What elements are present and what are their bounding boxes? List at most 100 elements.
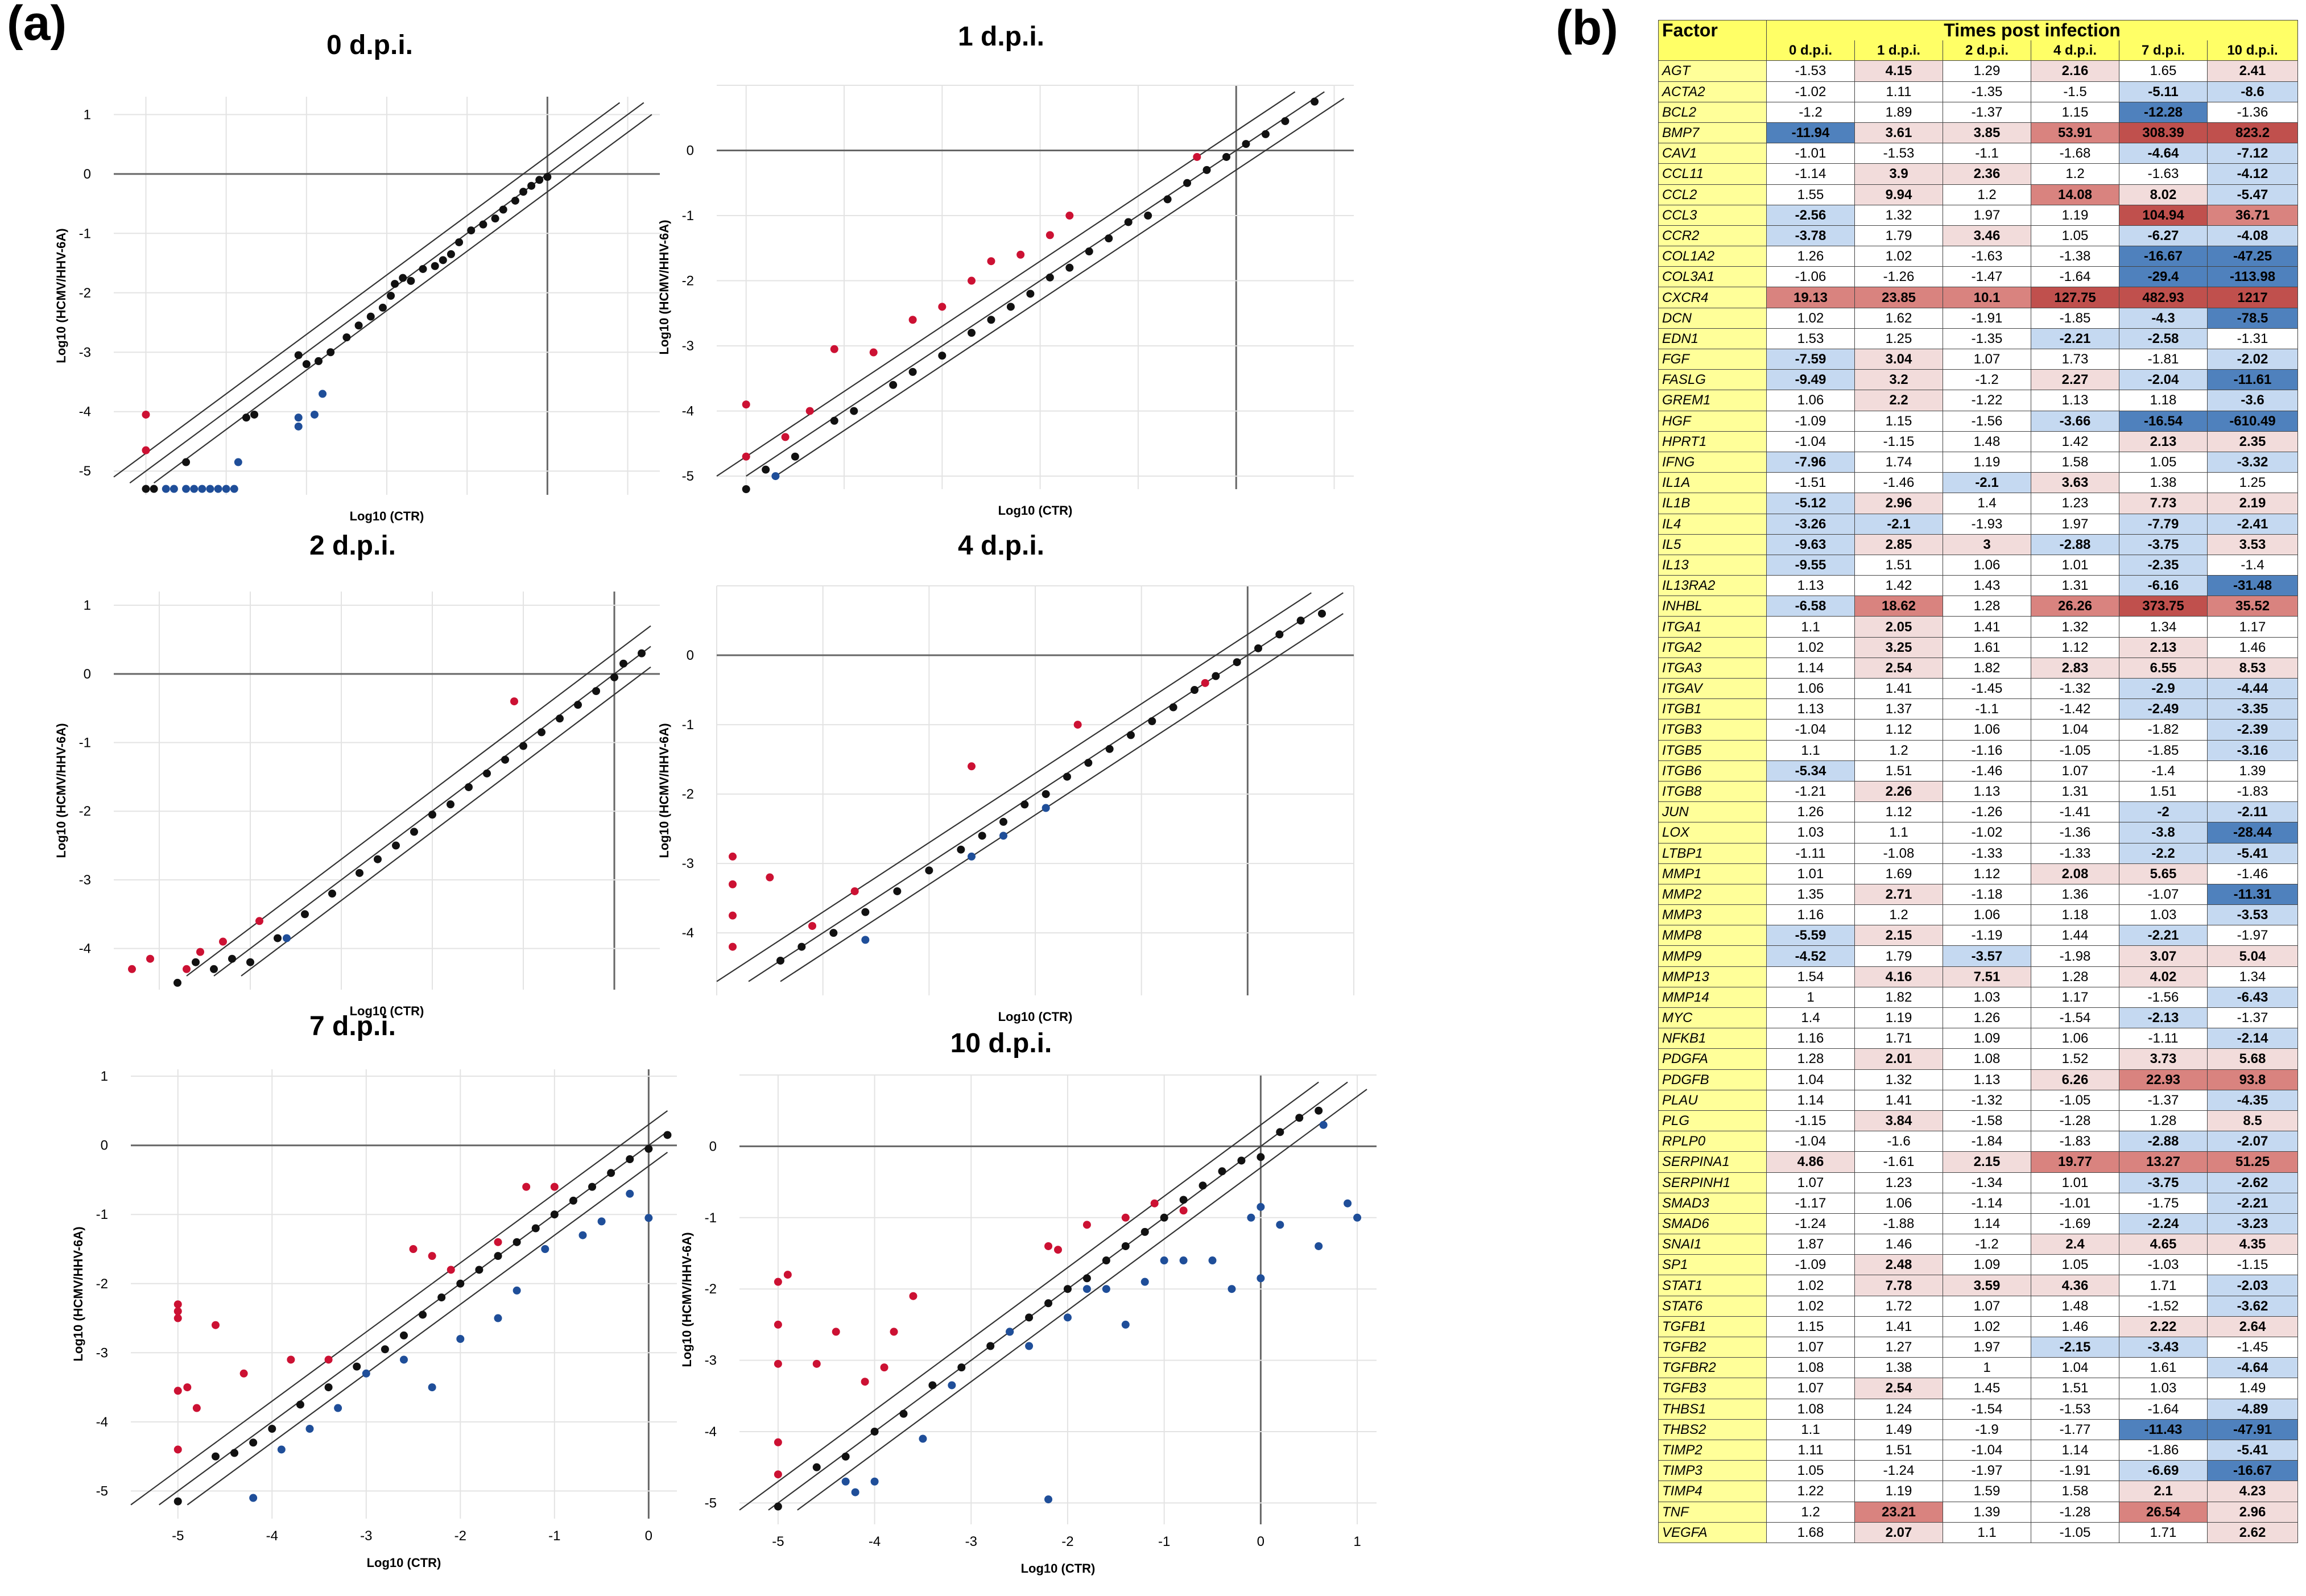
fold-change-cell: -47.91 — [2206, 1419, 2299, 1440]
fold-change-cell: 2.54 — [1854, 1378, 1943, 1399]
fold-change-cell: 1.52 — [2031, 1048, 2119, 1070]
fold-change-cell: 1.71 — [1854, 1028, 1943, 1049]
data-point-up-regulated — [1150, 1199, 1159, 1208]
x-tick-label: -1 — [1158, 1534, 1170, 1549]
data-point-unchanged — [1084, 759, 1093, 767]
y-axis-label: Log10 (HCMV/HHV-6A) — [657, 723, 671, 858]
data-point-unchanged — [399, 274, 407, 282]
fold-change-cell: 2.36 — [1943, 163, 2031, 185]
data-point-down-regulated — [999, 832, 1007, 840]
x-axis-label: Log10 (CTR) — [367, 1556, 441, 1570]
fold-change-cell: 4.65 — [2119, 1234, 2208, 1255]
gene-name: PLAU — [1658, 1089, 1767, 1111]
fold-change-cell: -4.44 — [2206, 677, 2299, 700]
fold-change-cell: 1.07 — [1766, 1172, 1855, 1193]
gene-name: MMP8 — [1658, 925, 1767, 946]
fold-change-cell: 1.04 — [2031, 719, 2119, 741]
fold-change-cell: 1.49 — [1854, 1419, 1943, 1440]
data-point-up-regulated — [774, 1320, 782, 1329]
fold-change-cell: 1.82 — [1943, 657, 2031, 679]
data-point-unchanged — [483, 769, 491, 778]
data-point-up-regulated — [255, 917, 263, 925]
fold-change-cell: 482.93 — [2119, 287, 2208, 308]
fold-change-cell: 1.18 — [2031, 904, 2119, 926]
fold-change-cell: 1.49 — [2206, 1378, 2299, 1399]
fold-change-cell: 7.51 — [1943, 966, 2031, 987]
fold-change-cell: 1.2 — [1766, 1501, 1855, 1523]
data-point-up-regulated — [861, 1378, 869, 1386]
gene-name: CXCR4 — [1658, 287, 1767, 308]
fold-change-cell: -2.21 — [2119, 925, 2208, 946]
data-point-unchanged — [173, 1497, 182, 1506]
table-row: CXCR4 19.13 23.85 10.1 127.75 482.93 1217 — [1658, 287, 2299, 308]
table-row: MMP8 -5.59 2.15 -1.19 1.44 -2.21 -1.97 — [1658, 925, 2299, 946]
chart-title: 10 d.p.i. — [950, 1028, 1052, 1059]
data-point-up-regulated — [1065, 212, 1074, 220]
fold-change-cell: 1.13 — [1766, 575, 1855, 597]
fold-change-cell: -1.2 — [1766, 101, 1855, 123]
data-point-unchanged — [527, 181, 536, 190]
fold-change-cell: 1.02 — [1943, 1316, 2031, 1338]
fold-change-cell: 1.06 — [2031, 1028, 2119, 1049]
fold-change-cell: 104.94 — [2119, 204, 2208, 226]
fold-change-cell: -6.43 — [2206, 986, 2299, 1008]
fold-change-cell: 1.53 — [1766, 328, 1855, 350]
fold-change-cell: 1.31 — [2031, 780, 2119, 803]
fold-change-cell: -1.28 — [2031, 1110, 2119, 1132]
fold-change-cell: 1.26 — [1766, 246, 1855, 267]
data-point-unchanged — [1315, 1106, 1323, 1115]
data-point-unchanged — [1163, 195, 1172, 204]
data-point-unchanged — [861, 908, 870, 916]
data-point-down-regulated — [400, 1355, 408, 1364]
y-tick-label: -1 — [79, 735, 91, 751]
fold-change-cell: 1.43 — [1943, 575, 2031, 597]
data-point-down-regulated — [277, 1445, 286, 1454]
fold-change-cell: -16.67 — [2206, 1460, 2299, 1482]
fold-change-cell: -1.84 — [1943, 1131, 2031, 1152]
data-point-unchanged — [1065, 263, 1074, 272]
data-point-up-regulated — [812, 1359, 821, 1368]
fold-change-cell: -4.52 — [1766, 945, 1855, 967]
data-point-down-regulated — [644, 1214, 653, 1222]
data-point-unchanged — [1127, 731, 1135, 739]
y-tick-label: 0 — [709, 1139, 717, 1154]
table-row: MYC 1.4 1.19 1.26 -1.54 -2.13 -1.37 — [1658, 1007, 2299, 1029]
fold-change-cell: -1.53 — [1854, 143, 1943, 164]
data-point-unchanged — [569, 1196, 577, 1205]
fold-change-cell: -6.16 — [2119, 575, 2208, 597]
fold-change-cell: 823.2 — [2206, 122, 2299, 144]
fold-change-cell: 1.1 — [1766, 616, 1855, 638]
y-tick-label: 0 — [101, 1138, 108, 1153]
fold-change-cell: 1.05 — [1766, 1460, 1855, 1482]
fold-change-cell: 7.78 — [1854, 1275, 1943, 1296]
table-row: LTBP1 -1.11 -1.08 -1.33 -1.33 -2.2 -5.41 — [1658, 842, 2299, 864]
reference-line — [739, 1081, 1319, 1511]
data-point-unchanged — [791, 452, 799, 461]
data-point-up-regulated — [832, 1328, 840, 1336]
fold-change-cell: -1.45 — [2206, 1336, 2299, 1358]
data-point-up-regulated — [173, 1314, 182, 1322]
gene-name: LOX — [1658, 822, 1767, 844]
gene-name: ITGA3 — [1658, 657, 1767, 679]
fold-change-cell: 1.09 — [1943, 1028, 2031, 1049]
gene-name: THBS2 — [1658, 1419, 1767, 1440]
fold-change-cell: 1.4 — [1943, 493, 2031, 514]
gene-name: SMAD3 — [1658, 1192, 1767, 1214]
fold-change-cell: -1.15 — [2206, 1254, 2299, 1276]
data-point-unchanged — [1295, 1114, 1304, 1122]
scatter-plot-5: 0 -1 -2 -3 -4 -5 -5 -4 -3 -2 -1 0 1 10 d.p.i. Log10 (C… — [680, 1028, 1377, 1576]
data-point-unchanged — [437, 1293, 446, 1302]
gene-name: COL3A1 — [1658, 266, 1767, 288]
fold-change-cell: -1.61 — [1854, 1151, 1943, 1173]
table-row: DCN 1.02 1.62 -1.91 -1.85 -4.3 -78.5 — [1658, 307, 2299, 329]
fold-change-cell: 1.68 — [1766, 1521, 1855, 1543]
fold-change-cell: 1.02 — [1766, 1275, 1855, 1296]
data-point-unchanged — [925, 866, 933, 875]
fold-change-cell: 26.26 — [2031, 596, 2119, 617]
data-point-unchanged — [776, 956, 784, 965]
fold-change-cell: 1.14 — [1766, 657, 1855, 679]
y-tick-label: -5 — [705, 1495, 717, 1511]
fold-change-cell: 1.16 — [1766, 904, 1855, 926]
gene-name: ITGB5 — [1658, 739, 1767, 761]
data-point-unchanged — [1183, 179, 1192, 187]
